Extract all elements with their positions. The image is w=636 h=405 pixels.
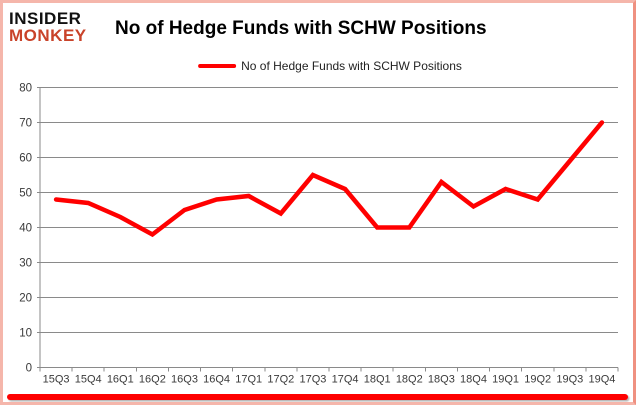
- x-tick-label: 19Q3: [556, 374, 583, 386]
- y-tick-label: 40: [19, 223, 32, 235]
- chart-title: No of Hedge Funds with SCHW Positions: [115, 18, 487, 39]
- logo-line-insider: INSIDER: [9, 9, 82, 28]
- y-tick-label: 0: [26, 363, 32, 375]
- y-tick-label: 60: [19, 153, 32, 165]
- x-tick-label: 16Q2: [139, 374, 166, 386]
- x-tick-label: 15Q3: [43, 374, 70, 386]
- x-tick-label: 17Q3: [299, 374, 326, 386]
- legend-label: No of Hedge Funds with SCHW Positions: [241, 59, 462, 73]
- y-tick-label: 50: [19, 188, 32, 200]
- line-chart: 0 10 20 30 40 50 60 70 80 15Q3 15Q4 16Q1 16Q2 16Q3 16Q…: [19, 83, 619, 386]
- y-tick-label: 80: [19, 83, 32, 95]
- y-tick-label: 20: [19, 293, 32, 305]
- x-tick-label: 18Q4: [460, 374, 487, 386]
- x-tick-label: 15Q4: [75, 374, 102, 386]
- x-tick-label: 17Q2: [267, 374, 294, 386]
- x-tick-label: 18Q3: [428, 374, 455, 386]
- x-tick-label: 16Q3: [171, 374, 198, 386]
- x-tick-label: 18Q2: [396, 374, 423, 386]
- x-tick-label: 19Q1: [492, 374, 519, 386]
- series-line: [53, 120, 605, 238]
- x-tick-label: 16Q1: [107, 374, 134, 386]
- x-tick-label: 19Q2: [524, 374, 551, 386]
- x-tick-label: 16Q4: [203, 374, 230, 386]
- y-tick-label: 10: [19, 328, 32, 340]
- x-tick-label: 17Q1: [235, 374, 262, 386]
- x-tick-label: 18Q1: [364, 374, 391, 386]
- x-tick-label: 17Q4: [332, 374, 359, 386]
- insider-monkey-logo: INSIDER MONKEY: [9, 9, 87, 45]
- logo-line-monkey: MONKEY: [9, 25, 87, 45]
- y-tick-label: 70: [19, 118, 32, 130]
- y-tick-label: 30: [19, 258, 32, 270]
- x-tick-label: 19Q4: [588, 374, 615, 386]
- legend-line-swatch: [198, 64, 237, 68]
- red-divider-bar: [7, 394, 628, 400]
- chart-legend: No of Hedge Funds with SCHW Positions: [198, 59, 462, 73]
